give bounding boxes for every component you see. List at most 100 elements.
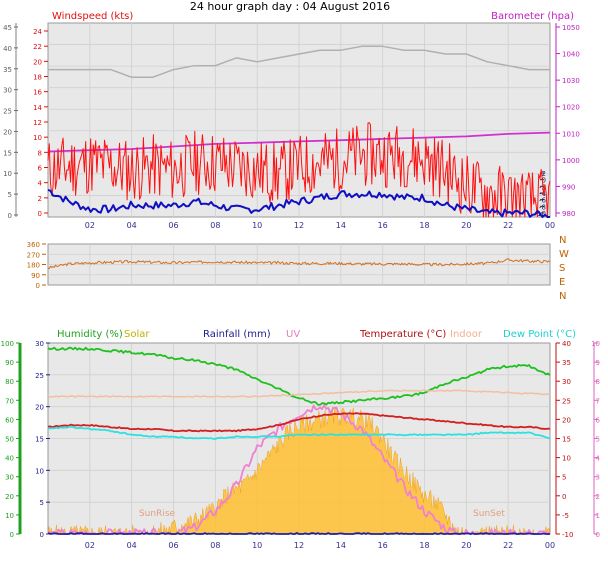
- uv-axis-tick-label: 0: [596, 531, 600, 539]
- x-tick-label: 00: [545, 221, 555, 230]
- compass-label: W: [559, 249, 569, 260]
- outer-left-axis-tick-label: 20: [3, 128, 12, 136]
- uv-axis-tick-label: 4: [596, 455, 601, 463]
- outer-left-axis-tick-label: 40: [3, 45, 12, 53]
- barometer-axis-tick-label: 1000: [562, 157, 580, 165]
- x-tick-label: 22: [503, 541, 513, 550]
- compass-label: E: [559, 277, 565, 288]
- uv-axis-tick-label: 5: [596, 436, 600, 444]
- legend-item: Solar: [124, 329, 150, 340]
- x-tick-label: 06: [168, 221, 178, 230]
- barometer-axis-tick-label: 1030: [562, 77, 580, 85]
- wind-axis-tick-label: 10: [33, 134, 42, 142]
- x-tick-label: 12: [294, 541, 304, 550]
- humidity-axis-tick-label: 10: [5, 512, 14, 520]
- legend-windspeed: Windspeed (kts): [52, 11, 133, 22]
- uv-axis-tick-label: 1: [596, 512, 600, 520]
- x-tick-label: 10: [252, 541, 262, 550]
- temperature-axis-tick-label: -5: [562, 512, 569, 520]
- humidity-axis-tick-label: 60: [5, 416, 14, 424]
- legend-item: Indoor: [450, 329, 483, 340]
- wind-axis-tick-label: 8: [38, 149, 42, 157]
- legend-item: Humidity (%): [57, 329, 123, 340]
- wind-axis-tick-label: 2: [38, 195, 42, 203]
- series-rainfall-mm: [47, 532, 550, 535]
- barometer-axis-tick-label: 1040: [562, 51, 580, 59]
- uv-axis-tick-label: 3: [596, 474, 600, 482]
- outer-left-axis-tick-label: 0: [8, 212, 12, 220]
- uv-axis-tick-label: 10: [591, 340, 600, 348]
- wind-axis-tick-label: 12: [33, 119, 42, 127]
- temperature-axis-tick-label: -10: [562, 531, 573, 539]
- x-tick-label: 16: [378, 221, 388, 230]
- sun-annotation: SunSet: [473, 509, 505, 519]
- x-tick-label: 00: [545, 541, 555, 550]
- outer-left-axis-tick-label: 10: [3, 170, 12, 178]
- wind-axis-tick-label: 16: [33, 89, 42, 97]
- x-tick-label: 20: [461, 221, 471, 230]
- outer-left-axis-tick-label: 15: [3, 149, 12, 157]
- legend-item: Temperature (°C): [359, 329, 446, 340]
- series-temperature-c: [47, 412, 551, 433]
- rainfall-axis-tick-label: 15: [35, 436, 44, 444]
- humidity-axis-tick-label: 90: [5, 359, 14, 367]
- x-tick-label: 08: [210, 541, 220, 550]
- x-tick-label: 10: [252, 221, 262, 230]
- compass-label: N: [559, 291, 566, 302]
- uv-axis-tick-label: 9: [596, 359, 600, 367]
- humidity-axis-tick-label: 0: [10, 531, 14, 539]
- outer-left-axis-tick-label: 35: [3, 66, 12, 74]
- x-tick-label: 20: [461, 541, 471, 550]
- humidity-axis-tick-label: 30: [5, 474, 14, 482]
- legend-barometer: Barometer (hpa): [491, 11, 574, 22]
- x-tick-label: 14: [336, 221, 346, 230]
- series-windspeed: [47, 122, 551, 218]
- temperature-axis-tick-label: 35: [562, 359, 571, 367]
- barometer-axis-tick-label: 1050: [562, 24, 580, 32]
- humidity-axis-tick-label: 70: [5, 397, 14, 405]
- compass-label: S: [559, 263, 565, 274]
- temperature-axis-tick-label: 30: [562, 378, 571, 386]
- x-tick-label: 04: [127, 541, 137, 550]
- direction-axis-tick-label: 270: [27, 251, 40, 259]
- inner-right-axis-tick-label: 0: [542, 177, 546, 185]
- wind-axis-tick-label: 18: [33, 74, 42, 82]
- humidity-axis-tick-label: 20: [5, 493, 14, 501]
- barometer-axis-tick-label: 1010: [562, 130, 580, 138]
- direction-axis-tick-label: 90: [31, 272, 40, 280]
- x-tick-label: 02: [85, 541, 95, 550]
- x-tick-label: 18: [419, 541, 429, 550]
- temperature-axis-tick-label: 20: [562, 416, 571, 424]
- temperature-axis-tick-label: 5: [562, 474, 566, 482]
- wind-axis-tick-label: 0: [38, 210, 42, 218]
- direction-axis-tick-label: 180: [27, 262, 40, 270]
- humidity-axis-tick-label: 80: [5, 378, 14, 386]
- legend-item: UV: [286, 329, 300, 340]
- x-tick-label: 14: [336, 541, 346, 550]
- sun-annotation: SunRise: [139, 509, 176, 519]
- temperature-axis-tick-label: 15: [562, 436, 571, 444]
- temperature-axis-tick-label: 10: [562, 455, 571, 463]
- x-tick-label: 02: [85, 221, 95, 230]
- inner-right-axis-tick-label: -4: [539, 190, 547, 198]
- rainfall-axis-tick-label: 25: [35, 372, 44, 380]
- series-windspeed-average: [47, 188, 550, 218]
- outer-left-axis-tick-label: 45: [3, 24, 12, 32]
- compass-label: N: [559, 235, 566, 246]
- wind-axis-tick-label: 22: [33, 43, 42, 51]
- rainfall-axis-tick-label: 0: [40, 531, 44, 539]
- rainfall-axis-tick-label: 10: [35, 467, 44, 475]
- inner-right-axis-tick-label: 2: [542, 170, 546, 178]
- inner-right-axis-tick-label: -6: [539, 197, 547, 205]
- rainfall-axis-tick-label: 30: [35, 340, 44, 348]
- legend-item: Rainfall (mm): [203, 329, 271, 340]
- x-tick-label: 06: [168, 541, 178, 550]
- rainfall-axis-tick-label: 20: [35, 404, 44, 412]
- wind-axis-tick-label: 14: [33, 104, 42, 112]
- x-tick-label: 12: [294, 221, 304, 230]
- rainfall-axis-tick-label: 5: [40, 499, 44, 507]
- uv-axis-tick-label: 6: [596, 416, 601, 424]
- series-dew-point-c: [48, 425, 551, 440]
- series-humidity: [47, 346, 551, 406]
- x-tick-label: 22: [503, 221, 513, 230]
